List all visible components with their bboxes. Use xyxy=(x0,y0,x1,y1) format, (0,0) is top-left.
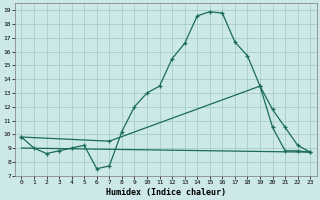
X-axis label: Humidex (Indice chaleur): Humidex (Indice chaleur) xyxy=(106,188,226,197)
